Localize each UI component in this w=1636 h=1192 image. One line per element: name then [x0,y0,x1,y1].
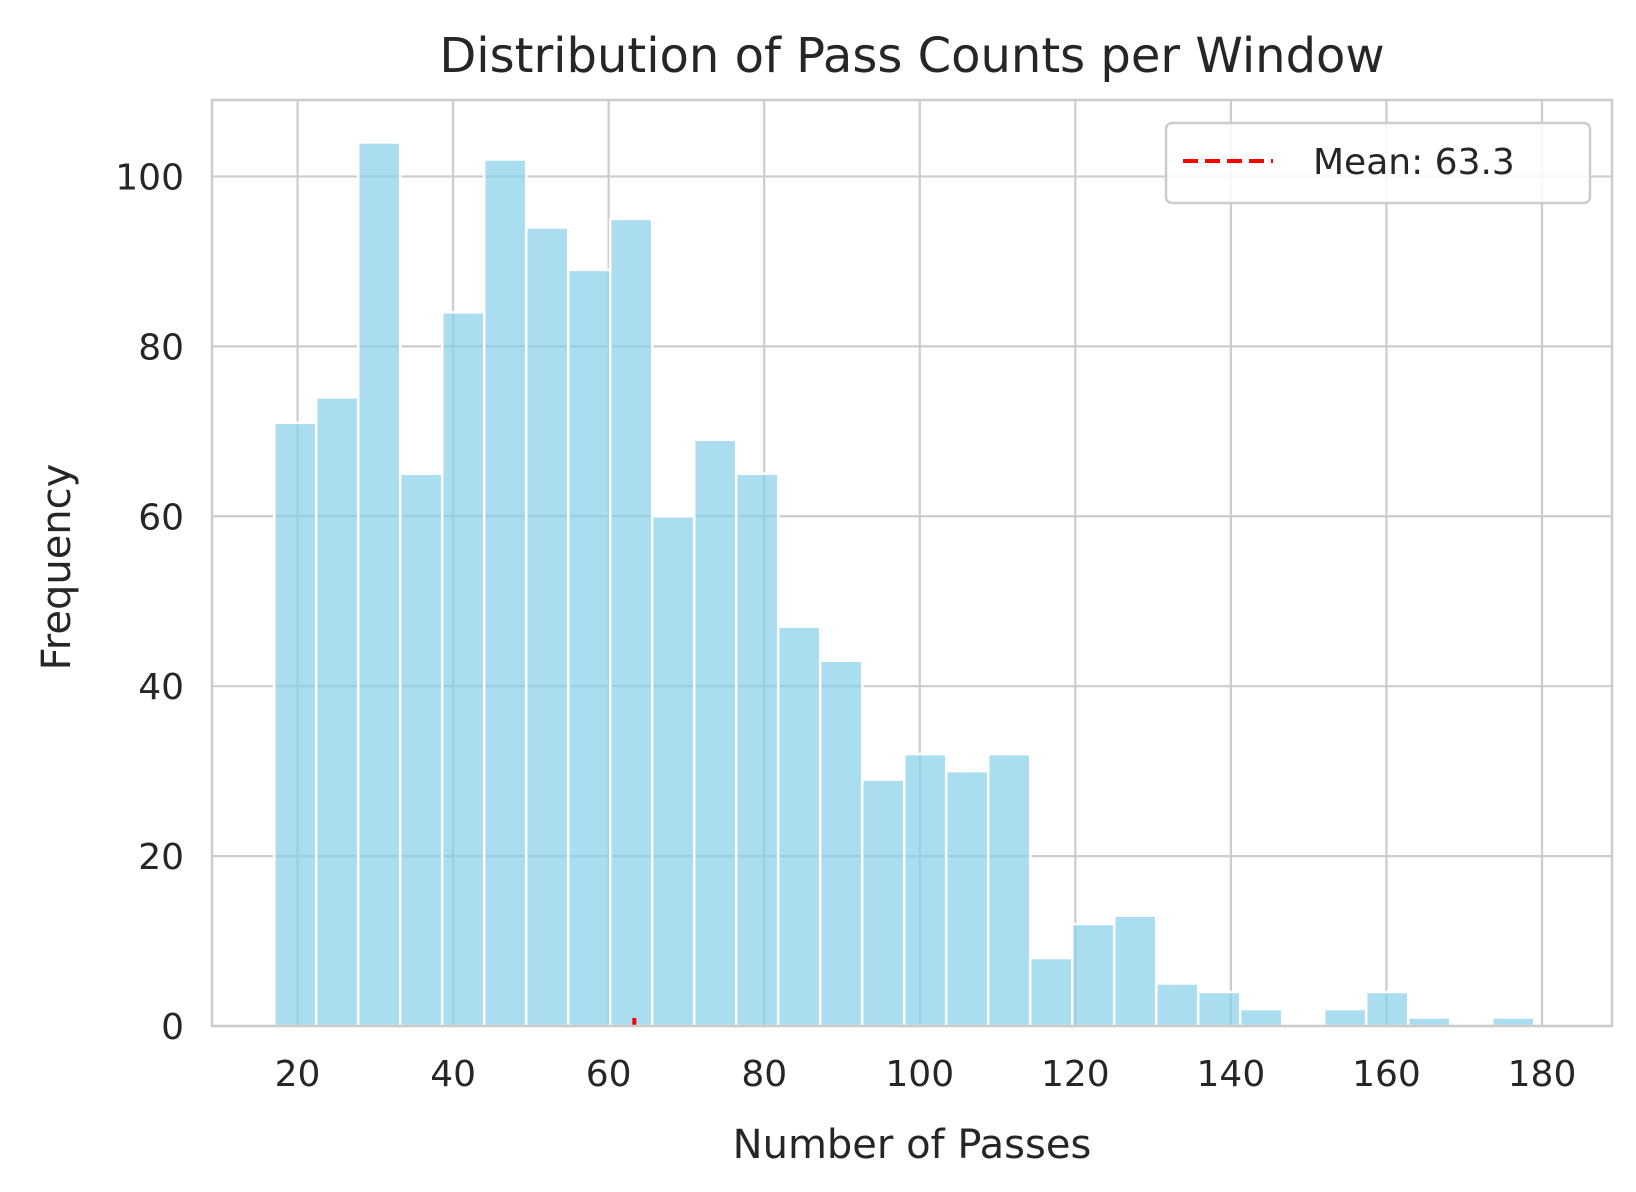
histogram-bar [608,217,654,1028]
x-axis-title: Number of Passes [733,1122,1092,1168]
y-axis-title: Frequency [34,464,80,671]
histogram-bar [524,226,570,1028]
x-tick-label: 180 [1508,1054,1577,1095]
legend: Mean: 63.3 [1164,121,1592,205]
histogram-bar [482,158,528,1028]
chart-title: Distribution of Pass Counts per Window [439,28,1384,84]
x-tick-label: 160 [1352,1054,1421,1095]
plot-frame [210,98,1614,1028]
y-tick-label: 60 [138,497,184,538]
histogram-bar [1028,956,1074,1028]
histogram-bar [734,472,780,1028]
histogram-bar [1238,1007,1284,1028]
y-tick-label: 20 [138,837,184,878]
x-tick-label: 60 [586,1054,632,1095]
y-tick-label: 80 [138,327,184,368]
legend-box [1164,121,1592,205]
histogram-bar [566,268,612,1028]
histogram-bar [1406,1016,1452,1028]
histogram-bar [902,752,948,1028]
histogram-bar [1154,982,1200,1028]
histogram-bar [398,472,444,1028]
histogram-bar [692,438,738,1028]
histogram-bar [356,141,402,1028]
x-tick-label: 140 [1197,1054,1266,1095]
y-tick-label: 100 [115,157,184,198]
bar-layer [272,141,1536,1028]
histogram-bar [1364,990,1410,1028]
histogram-bar [272,421,318,1028]
histogram-bar [1196,990,1242,1028]
histogram-bar [860,778,906,1028]
x-tick-label: 40 [430,1054,476,1095]
histogram-bar [650,515,696,1028]
histogram-bar [314,396,360,1028]
x-tick-label: 100 [885,1054,954,1095]
y-tick-label: 40 [138,667,184,708]
histogram-bar [986,752,1032,1028]
histogram-bar [1112,914,1158,1028]
y-tick-labels: 0 20 40 60 80 100 [115,157,184,1048]
histogram-bar [1490,1016,1536,1028]
legend-mean-label: Mean: 63.3 [1313,142,1515,183]
histogram-bar [776,625,822,1028]
x-tick-label: 80 [741,1054,787,1095]
histogram-bar [818,659,864,1028]
histogram-bar [1070,922,1116,1028]
y-tick-label: 0 [161,1007,184,1048]
histogram-bar [1322,1007,1368,1028]
x-tick-labels: 20 40 60 80 100 120 140 160 180 [275,1054,1577,1095]
x-tick-label: 20 [275,1054,321,1095]
histogram-bar [440,311,486,1028]
x-tick-label: 120 [1041,1054,1110,1095]
histogram-bar [944,769,990,1028]
